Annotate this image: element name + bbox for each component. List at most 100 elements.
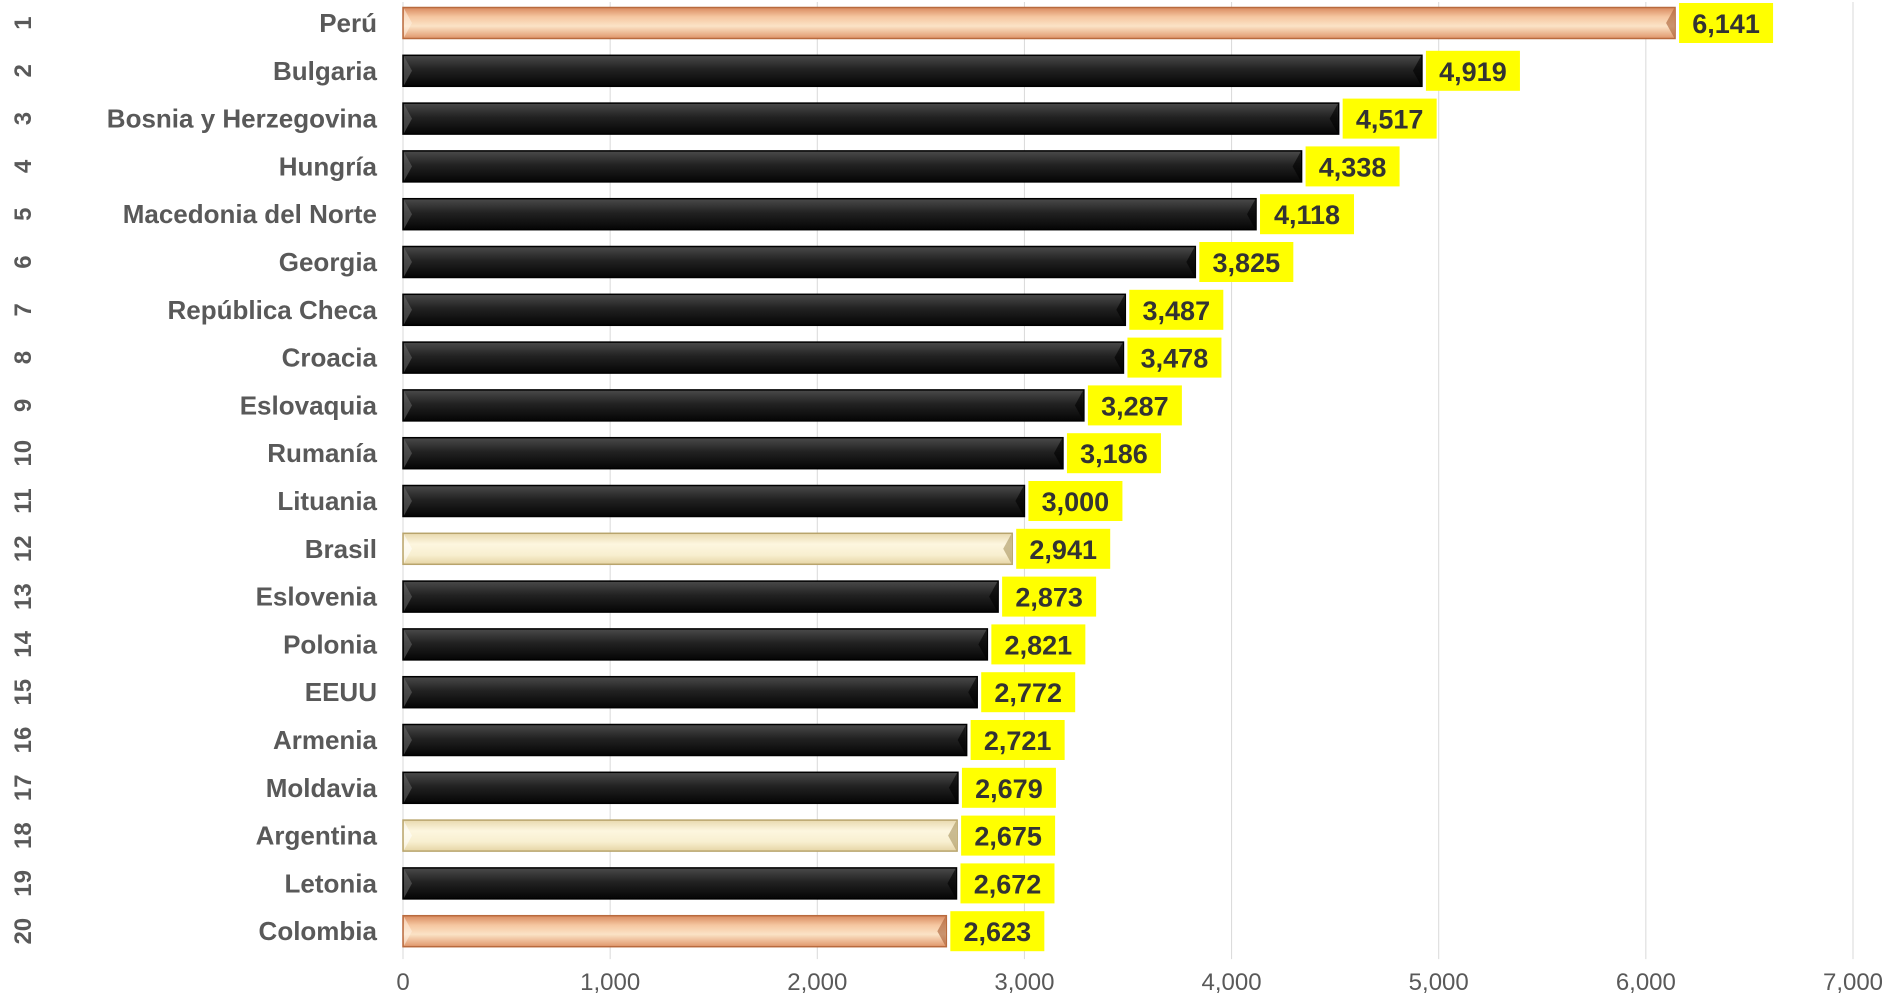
value-label-background [991, 624, 1086, 665]
bar-bevel-left [404, 821, 412, 851]
bar-bevel-left [404, 582, 412, 612]
bar-bevel-left [404, 199, 412, 229]
rank-label: 13 [10, 583, 37, 610]
bar-bevel-left [404, 725, 412, 755]
bar-bevel-right [978, 629, 987, 659]
bar-bevel-right [989, 582, 998, 612]
value-label: 4,118 [1274, 200, 1340, 230]
category-label: República Checa [167, 295, 377, 325]
bars [402, 6, 1676, 948]
bar [402, 532, 1013, 566]
rank-label: 20 [10, 918, 37, 945]
gridlines [402, 2, 1854, 960]
value-label-background [1199, 242, 1294, 282]
category-label: Perú [319, 8, 377, 38]
bar [402, 102, 1340, 135]
category-label: Eslovenia [256, 582, 378, 612]
value-label-background [1002, 576, 1097, 617]
bar [402, 293, 1127, 327]
bar-bevel-left [404, 916, 412, 946]
value-label-background [950, 911, 1045, 952]
bar-bevel-right [1114, 343, 1123, 373]
value-label-background [1129, 289, 1224, 330]
category-label: Letonia [285, 868, 378, 898]
rank-label: 8 [10, 351, 37, 364]
value-label-background [961, 815, 1056, 856]
x-tick-label: 7,000 [1823, 969, 1883, 996]
value-label-background [1679, 3, 1774, 43]
value-label: 3,487 [1143, 296, 1211, 326]
value-label: 2,672 [974, 869, 1042, 899]
bar-bevel-right [948, 773, 957, 803]
category-label: Croacia [282, 343, 378, 373]
bar [402, 771, 959, 805]
value-label-background [1066, 433, 1161, 474]
value-label: 3,186 [1080, 439, 1148, 469]
bar [402, 54, 1423, 88]
rank-label: 14 [10, 630, 37, 657]
bar [402, 867, 958, 900]
rank-label: 9 [10, 399, 37, 412]
x-tick-label: 4,000 [1202, 969, 1262, 996]
bar-bevel-right [1003, 534, 1012, 564]
bar [402, 675, 978, 709]
rank-label: 1 [10, 16, 37, 29]
bar-bevel-left [404, 438, 412, 468]
bar [402, 914, 948, 948]
bar-bevel-left [404, 295, 412, 325]
category-label: Brasil [305, 534, 377, 564]
x-tick-label: 3,000 [994, 969, 1054, 996]
value-label: 2,821 [1005, 630, 1073, 660]
rank-label: 18 [10, 822, 37, 849]
bar-bevel-right [1292, 151, 1301, 181]
bar-bevel-left [404, 390, 412, 420]
category-label: Argentina [256, 821, 378, 851]
category-label: Hungría [279, 151, 378, 181]
bar-bevel-left [404, 247, 412, 277]
bar-bevel-left [404, 151, 412, 181]
category-label: Moldavia [266, 773, 378, 803]
value-label: 2,941 [1029, 535, 1097, 565]
bar-bevel-left [404, 8, 412, 38]
bar-bevel-right [1074, 390, 1083, 420]
rank-label: 17 [10, 774, 37, 801]
value-label: 2,873 [1015, 583, 1083, 613]
bar [402, 245, 1197, 279]
bar-bevel-left [404, 773, 412, 803]
value-label: 3,825 [1213, 248, 1281, 278]
x-tick-label: 5,000 [1409, 969, 1469, 996]
category-label: Lituania [277, 486, 377, 516]
bar-bevel-right [1247, 199, 1256, 229]
rank-label: 2 [10, 64, 37, 77]
bar [402, 580, 999, 613]
bar-bevel-right [937, 916, 946, 946]
value-label: 4,517 [1356, 105, 1424, 135]
bar-bevel-left [404, 486, 412, 516]
bar-bevel-left [404, 534, 412, 564]
rank-label: 5 [10, 208, 37, 221]
bar [402, 6, 1676, 40]
rank-label: 10 [10, 440, 37, 467]
bar [402, 150, 1303, 183]
category-label: Macedonia del Norte [123, 199, 377, 229]
x-tick-label: 2,000 [787, 969, 847, 996]
value-label: 2,772 [994, 678, 1062, 708]
bar-bevel-right [1412, 56, 1421, 86]
rank-label: 6 [10, 255, 37, 268]
value-label-background [1305, 146, 1400, 187]
value-label: 3,287 [1101, 391, 1169, 421]
value-label: 2,675 [974, 822, 1042, 852]
value-label-background [1028, 481, 1123, 521]
category-label: Polonia [283, 629, 377, 659]
bar-bevel-right [1015, 486, 1024, 516]
value-label: 3,000 [1042, 487, 1110, 517]
value-label-background [1425, 50, 1520, 91]
value-label-background [981, 672, 1076, 713]
bar [402, 197, 1257, 231]
bar-bevel-left [404, 868, 412, 898]
bar-bevel-right [1329, 104, 1338, 134]
value-label-background [1016, 528, 1111, 569]
